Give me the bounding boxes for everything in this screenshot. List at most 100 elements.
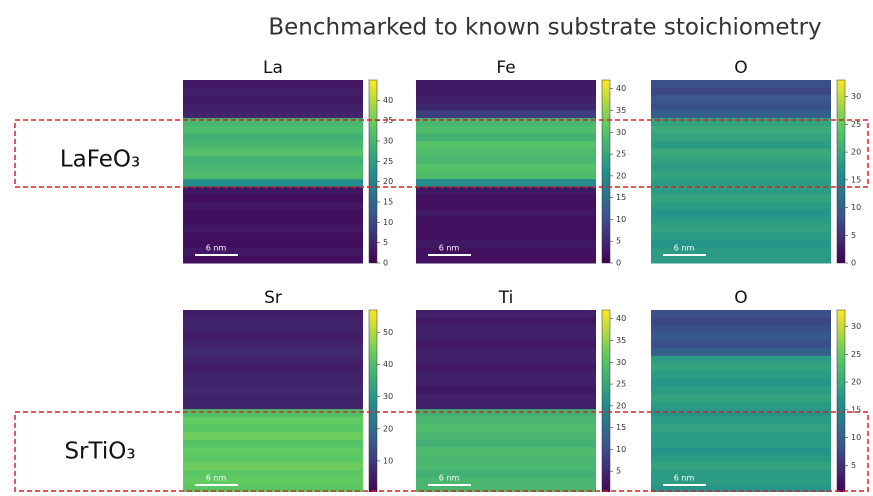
heatmap-row: [651, 171, 831, 180]
heatmap-row: [183, 141, 363, 150]
colorbar: [836, 79, 846, 264]
heatmap-row: [416, 255, 596, 264]
heatmap-row: [416, 470, 596, 479]
heatmap-row: [416, 224, 596, 233]
heatmap-row: [183, 217, 363, 226]
colorbar-tick-label: 30: [383, 392, 393, 401]
heatmap-row: [416, 371, 596, 380]
heatmap-row: [651, 202, 831, 211]
heatmap-row: [183, 470, 363, 479]
heatmap-row: [183, 462, 363, 471]
heatmap-row: [183, 110, 363, 119]
heatmap-row: [651, 363, 831, 372]
heatmap-row: [183, 332, 363, 341]
heatmap-row: [651, 209, 831, 218]
heatmap-row: [651, 424, 831, 433]
panel-title: O: [734, 58, 747, 78]
colorbar-tick-label: 40: [383, 96, 393, 105]
heatmap-row: [183, 340, 363, 349]
heatmap-row: [651, 409, 831, 418]
colorbar-tick-label: 5: [851, 231, 856, 240]
heatmap-row: [183, 133, 363, 142]
colorbar-tick-label: 20: [616, 171, 626, 180]
heatmap-row: [651, 102, 831, 111]
colorbar: [368, 309, 378, 494]
heatmap-row: [651, 80, 831, 89]
heatmap-row: [651, 95, 831, 104]
heatmap-row: [651, 485, 831, 494]
heatmap-row: [416, 416, 596, 425]
heatmap-row: [416, 454, 596, 463]
highlight-box: [14, 119, 869, 188]
heatmap-row: [416, 194, 596, 203]
heatmap-row: [651, 454, 831, 463]
heatmap-row: [416, 432, 596, 441]
heatmap-row: [651, 255, 831, 264]
heatmap-row: [651, 247, 831, 256]
heatmap-row: [416, 163, 596, 172]
heatmap-row: [651, 386, 831, 395]
heatmap-row: [183, 325, 363, 334]
colorbar-tick-label: 35: [616, 336, 626, 345]
colorbar-tick-label: 30: [616, 128, 626, 137]
heatmap-row: [651, 371, 831, 380]
heatmap-row: [416, 141, 596, 150]
panel-title: Fe: [496, 58, 515, 78]
heatmap-row: [183, 348, 363, 357]
heatmap-row: [416, 462, 596, 471]
heatmap-row: [183, 317, 363, 326]
heatmap-row: [416, 202, 596, 211]
heatmap-row: [651, 355, 831, 364]
colorbar-tick-label: 5: [383, 238, 388, 247]
heatmap-row: [651, 148, 831, 157]
colorbar-tick-label: 20: [851, 148, 861, 157]
heatmap-row: [183, 232, 363, 241]
heatmap-row: [651, 194, 831, 203]
heatmap-row: [651, 477, 831, 486]
heatmap-row: [183, 485, 363, 494]
heatmap-row: [416, 240, 596, 249]
colorbar-tick-label: 25: [851, 120, 861, 129]
heatmap-row: [651, 447, 831, 456]
heatmap-row: [416, 171, 596, 180]
colorbar-tick-label: 30: [383, 137, 393, 146]
heatmap-row: [416, 378, 596, 387]
heatmap-row: [183, 432, 363, 441]
heatmap-row: [416, 148, 596, 157]
panel-title: O: [734, 288, 747, 308]
heatmap-row: [416, 439, 596, 448]
heatmap-row: [416, 80, 596, 89]
heatmap-row: [651, 432, 831, 441]
heatmap-row: [183, 247, 363, 256]
heatmap-row: [416, 156, 596, 165]
heatmap-row: [651, 317, 831, 326]
heatmap-row: [183, 163, 363, 172]
title: Benchmarked to known substrate stoichiom…: [268, 15, 821, 41]
heatmap-row: [183, 355, 363, 364]
heatmap-row: [416, 401, 596, 410]
heatmap-row: [183, 401, 363, 410]
heatmap-row: [183, 125, 363, 134]
heatmap-row: [416, 310, 596, 319]
heatmap-row: [651, 118, 831, 127]
heatmap-row: [183, 363, 363, 372]
heatmap-row: [651, 416, 831, 425]
colorbar-tick-label: 10: [851, 433, 861, 442]
heatmap-row: [183, 87, 363, 96]
colorbar-tick-label: 0: [383, 259, 388, 268]
colorbar-tick-label: 25: [616, 380, 626, 389]
colorbar: [601, 79, 611, 264]
heatmap-row: [651, 141, 831, 150]
heatmap-row: [183, 416, 363, 425]
heatmap-row: [416, 363, 596, 372]
heatmap-row: [416, 217, 596, 226]
heatmap-row: [183, 194, 363, 203]
heatmap-row: [416, 332, 596, 341]
colorbar-tick-label: 30: [851, 92, 861, 101]
heatmap-row: [416, 477, 596, 486]
heatmap-row: [416, 340, 596, 349]
heatmap-row: [651, 87, 831, 96]
colorbar-tick-label: 40: [616, 84, 626, 93]
heatmap-row: [651, 217, 831, 226]
heatmap-row: [183, 148, 363, 157]
